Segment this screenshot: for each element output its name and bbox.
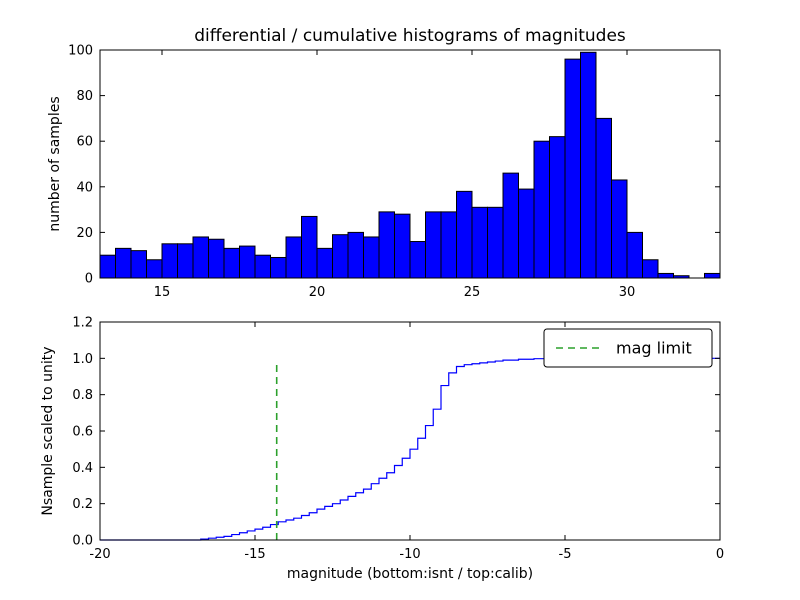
bottom-plot-xtick-label: -20 [89,547,110,562]
legend-label: mag limit [616,339,692,358]
histogram-bar [254,254,271,279]
histogram-bar [626,231,643,279]
top-plot-xtick-label: 25 [464,285,481,300]
histogram-bar [161,243,178,279]
histogram-bar [177,243,194,279]
histogram-bar [99,254,116,279]
histogram-bar [223,247,240,279]
bottom-plot-ytick-label: 0.2 [72,497,93,512]
top-plot-ylabel: number of samples [47,96,63,232]
histogram-bar [146,259,163,279]
top-plot-ytick-label: 0 [85,272,93,287]
histogram-bar [657,272,674,279]
histogram-bar [595,117,612,279]
top-plot-xtick-label: 20 [309,285,326,300]
histogram-bar [704,272,721,279]
histogram-bar [378,211,395,279]
histogram-bar [456,190,473,279]
histogram-bar [301,215,318,279]
histogram-bar [130,250,147,279]
figure-title: differential / cumulative histograms of … [194,26,626,46]
histogram-bar [192,236,209,279]
histogram-bar [285,236,302,279]
histogram-bar [115,247,132,279]
bottom-plot-ylabel: Nsample scaled to unity [40,346,56,516]
cumulative-step-line [100,357,720,541]
top-plot-ytick-label: 40 [76,180,93,195]
histogram-bar [518,188,535,279]
top-plot-xtick-label: 15 [154,285,171,300]
bottom-plot-ytick-label: 1.2 [72,316,93,331]
histogram-bar [642,259,659,279]
legend-box [543,328,713,368]
histogram-bar [471,206,488,279]
bottom-plot-xtick-label: 0 [716,547,724,562]
histogram-bar [394,213,411,279]
histogram-bar [549,136,566,279]
histogram-bar [440,211,457,279]
histogram-bar [425,211,442,279]
histogram-bar [409,241,426,279]
histogram-bar [487,206,504,279]
bottom-plot-frame [99,321,721,541]
top-plot-ytick-label: 100 [68,44,93,59]
bottom-plot-ytick-label: 0.6 [72,425,93,440]
histogram-bar [611,179,628,279]
top-plot-ytick-label: 20 [76,226,93,241]
histogram-bar [270,256,287,279]
histogram-bar [533,140,550,279]
histogram-bar [332,234,349,279]
top-plot-frame [99,49,721,279]
histogram-bar [564,58,581,279]
top-plot-ytick-label: 80 [76,89,93,104]
histogram-bar [208,238,225,279]
histogram-bar [239,245,256,279]
histogram-bar [316,247,333,279]
bottom-plot-ytick-label: 0.8 [72,388,93,403]
histogram-bar [580,51,597,279]
x-axis-label: magnitude (bottom:isnt / top:calib) [286,566,534,582]
top-plot-xtick-label: 30 [619,285,636,300]
bottom-plot-ytick-label: 1.0 [72,352,93,367]
bottom-plot-ytick-label: 0.0 [72,534,93,549]
bottom-plot-xtick-label: -15 [244,547,265,562]
histogram-bar [363,236,380,279]
bottom-plot-ytick-label: 0.4 [72,461,93,476]
bottom-plot-xtick-label: -5 [559,547,572,562]
histogram-bar [347,231,364,279]
bottom-plot-xtick-label: -10 [399,547,420,562]
histogram-bar [502,172,519,279]
top-plot-ytick-label: 60 [76,135,93,150]
